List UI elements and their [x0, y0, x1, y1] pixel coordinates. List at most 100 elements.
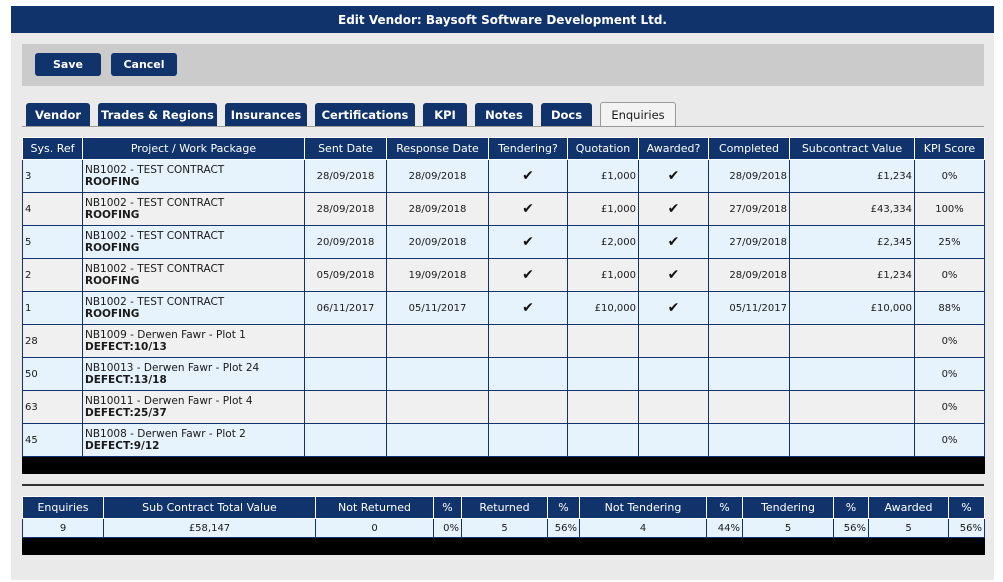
cell-sys-ref: 1 — [22, 291, 83, 325]
cell-awarded — [638, 390, 709, 424]
table-row[interactable]: 4 NB1002 - TEST CONTRACT ROOFING 28/09/2018… — [22, 192, 985, 226]
cell-awarded: ✔ — [638, 192, 709, 226]
enquiries-table: Sys. Ref Project / Work Package Sent Dat… — [22, 137, 985, 474]
cell-subcontract-value — [789, 324, 915, 358]
cell-sys-ref: 63 — [22, 390, 83, 424]
cell-project: NB10013 - Derwen Fawr - Plot 24 DEFECT:13… — [82, 357, 305, 391]
cell-quotation — [567, 423, 639, 457]
col-subcontract-value[interactable]: Subcontract Value — [789, 137, 915, 160]
tab-trades-regions[interactable]: Trades & Regions — [98, 103, 217, 126]
cell-quotation — [567, 390, 639, 424]
summary-header-row: Enquiries Sub Contract Total Value Not R… — [22, 496, 985, 519]
cell-completed: 28/09/2018 — [708, 159, 790, 193]
cancel-button[interactable]: Cancel — [111, 53, 177, 76]
checkmark-icon: ✔ — [667, 234, 680, 250]
table-row[interactable]: 45 NB1008 - Derwen Fawr - Plot 2 DEFECT:9/… — [22, 423, 985, 457]
cell-quotation: £1,000 — [567, 192, 639, 226]
summary-enquiries: 9 — [22, 518, 104, 538]
project-name: NB1002 - TEST CONTRACT — [85, 263, 225, 275]
table-row[interactable]: 28 NB1009 - Derwen Fawr - Plot 1 DEFECT:10… — [22, 324, 985, 358]
table-row[interactable]: 63 NB10011 - Derwen Fawr - Plot 4 DEFECT:2… — [22, 390, 985, 424]
cell-response-date: 05/11/2017 — [386, 291, 489, 325]
save-button[interactable]: Save — [35, 53, 101, 76]
tab-divider — [22, 126, 984, 127]
cell-quotation: £2,000 — [567, 225, 639, 259]
cell-awarded — [638, 357, 709, 391]
checkmark-icon: ✔ — [667, 267, 680, 283]
cell-completed — [708, 324, 790, 358]
cell-response-date — [386, 390, 489, 424]
cell-subcontract-value — [789, 357, 915, 391]
table-row[interactable]: 50 NB10013 - Derwen Fawr - Plot 24 DEFECT:… — [22, 357, 985, 391]
cell-completed: 05/11/2017 — [708, 291, 790, 325]
toolbar — [22, 44, 984, 86]
col-response-date[interactable]: Response Date — [386, 137, 489, 160]
work-package: ROOFING — [85, 176, 140, 188]
cell-sent-date — [304, 357, 387, 391]
project-name: NB10013 - Derwen Fawr - Plot 24 — [85, 362, 260, 374]
cell-sys-ref: 50 — [22, 357, 83, 391]
cell-quotation — [567, 324, 639, 358]
col-quotation[interactable]: Quotation — [567, 137, 639, 160]
work-package: DEFECT:10/13 — [85, 341, 167, 353]
cell-kpi-score: 0% — [914, 423, 985, 457]
table-row[interactable]: 2 NB1002 - TEST CONTRACT ROOFING 05/09/2018… — [22, 258, 985, 292]
summary-awarded: 5 — [868, 518, 949, 538]
col-sys-ref[interactable]: Sys. Ref — [22, 137, 83, 160]
checkmark-icon: ✔ — [667, 168, 680, 184]
summary-col-returned: Returned — [461, 496, 548, 519]
cell-subcontract-value — [789, 390, 915, 424]
cell-subcontract-value: £43,334 — [789, 192, 915, 226]
tab-notes[interactable]: Notes — [475, 103, 533, 126]
window-title: Edit Vendor: Baysoft Software Developmen… — [11, 6, 994, 33]
checkmark-icon: ✔ — [522, 201, 534, 217]
cell-subcontract-value: £10,000 — [789, 291, 915, 325]
cell-sent-date: 28/09/2018 — [304, 159, 387, 193]
summary-returned: 5 — [461, 518, 548, 538]
work-package: DEFECT:13/18 — [85, 374, 167, 386]
tab-certifications[interactable]: Certifications — [315, 103, 415, 126]
checkmark-icon: ✔ — [667, 201, 680, 217]
cell-sys-ref: 3 — [22, 159, 83, 193]
col-completed[interactable]: Completed — [708, 137, 790, 160]
tab-docs[interactable]: Docs — [541, 103, 592, 126]
summary-col-returned-pct: % — [547, 496, 580, 519]
work-package: ROOFING — [85, 275, 140, 287]
cell-tendering: ✔ — [488, 291, 568, 325]
cell-sys-ref: 45 — [22, 423, 83, 457]
cell-response-date — [386, 423, 489, 457]
cell-response-date — [386, 357, 489, 391]
summary-col-not-tendering-pct: % — [706, 496, 743, 519]
tab-insurances[interactable]: Insurances — [225, 103, 307, 126]
cell-quotation: £10,000 — [567, 291, 639, 325]
tab-enquiries[interactable]: Enquiries — [600, 102, 676, 127]
summary-col-awarded: Awarded — [868, 496, 949, 519]
checkmark-icon: ✔ — [522, 267, 534, 283]
cell-tendering: ✔ — [488, 159, 568, 193]
cell-project: NB1009 - Derwen Fawr - Plot 1 DEFECT:10/1… — [82, 324, 305, 358]
cell-project: NB1008 - Derwen Fawr - Plot 2 DEFECT:9/12 — [82, 423, 305, 457]
col-project[interactable]: Project / Work Package — [82, 137, 305, 160]
col-kpi-score[interactable]: KPI Score — [914, 137, 985, 160]
work-package: DEFECT:25/37 — [85, 407, 167, 419]
table-row[interactable]: 5 NB1002 - TEST CONTRACT ROOFING 20/09/2018… — [22, 225, 985, 259]
table-row[interactable]: 1 NB1002 - TEST CONTRACT ROOFING 06/11/2017… — [22, 291, 985, 325]
tab-kpi[interactable]: KPI — [423, 103, 467, 126]
cell-kpi-score: 0% — [914, 159, 985, 193]
summary-footer-row — [22, 537, 985, 555]
checkmark-icon: ✔ — [522, 168, 534, 184]
cell-tendering — [488, 357, 568, 391]
cell-completed — [708, 423, 790, 457]
tab-vendor[interactable]: Vendor — [26, 103, 90, 126]
cell-sent-date — [304, 324, 387, 358]
cell-response-date: 20/09/2018 — [386, 225, 489, 259]
cell-awarded: ✔ — [638, 291, 709, 325]
col-awarded[interactable]: Awarded? — [638, 137, 709, 160]
col-tendering[interactable]: Tendering? — [488, 137, 568, 160]
table-row[interactable]: 3 NB1002 - TEST CONTRACT ROOFING 28/09/2018… — [22, 159, 985, 193]
cell-kpi-score: 25% — [914, 225, 985, 259]
summary-col-tendering-pct: % — [833, 496, 869, 519]
cell-response-date: 19/09/2018 — [386, 258, 489, 292]
cell-completed: 28/09/2018 — [708, 258, 790, 292]
col-sent-date[interactable]: Sent Date — [304, 137, 387, 160]
